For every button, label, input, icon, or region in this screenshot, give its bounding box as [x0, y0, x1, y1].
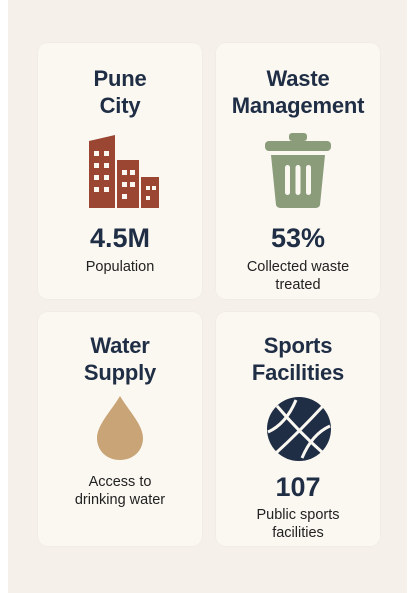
card-title: Water Supply [83, 333, 157, 385]
card-caption: Public sports facilities [256, 507, 340, 541]
card-caption: Collected waste treated [246, 259, 350, 293]
card-caption: Population [85, 259, 155, 275]
card-title: Sports Facilities [251, 333, 345, 385]
card-population: Pune City 4.5M Population [38, 43, 202, 299]
sports-facilities-value: 107 [275, 472, 321, 502]
waste-value: 53% [270, 223, 326, 253]
basketball-icon [267, 397, 331, 461]
card-waste: Waste Management 53% Collected waste tre… [216, 43, 380, 299]
infographic-background: Pune City 4.5M Population [8, 0, 407, 593]
card-title: Pune City [93, 66, 147, 118]
buildings-icon [89, 135, 159, 208]
trash-bin-icon [265, 133, 331, 208]
water-drop-icon [97, 396, 143, 460]
card-sports: Sports Facilities 107 Public sports faci… [216, 312, 380, 546]
card-title: Waste Management [231, 66, 365, 118]
population-value: 4.5M [89, 223, 151, 253]
card-caption: Access to drinking water [74, 474, 166, 508]
card-water: Water Supply Access to drinking water [38, 312, 202, 546]
